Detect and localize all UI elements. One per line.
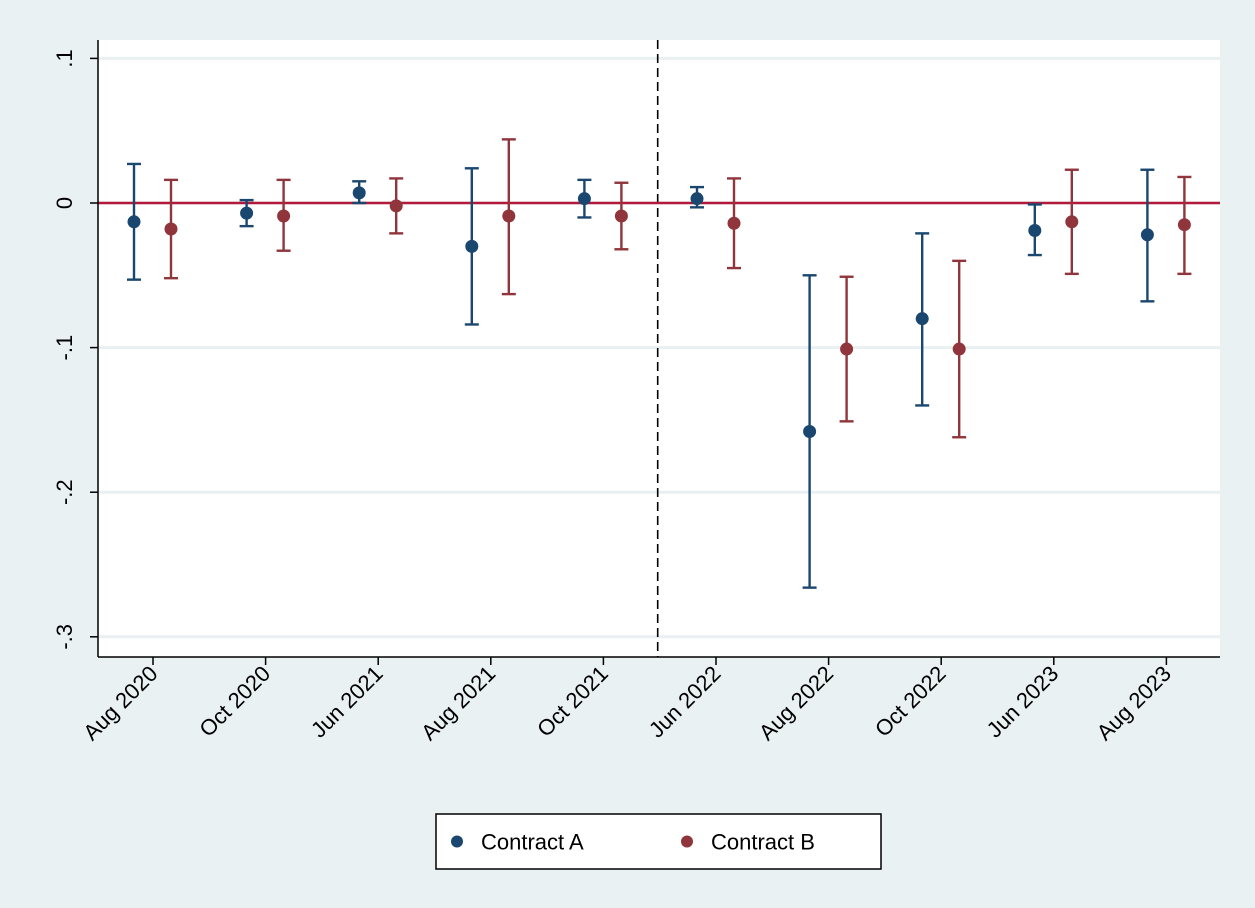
contract-a-mark-5 — [690, 185, 704, 209]
contract-b-mark-2 — [389, 177, 404, 235]
contract-a-point-6 — [803, 424, 817, 438]
contract-a-point-5 — [690, 192, 704, 206]
y-tick-label-3: -.2 — [52, 479, 77, 505]
contract-a-mark-4 — [577, 178, 592, 219]
legend-contract-b-marker — [681, 835, 693, 848]
contract-a-point-1 — [240, 206, 254, 220]
contract-b-mark-6 — [839, 275, 854, 423]
contract-b-point-9 — [1177, 218, 1191, 232]
contract-b-mark-3 — [501, 138, 516, 296]
contract-a-point-8 — [1028, 223, 1042, 237]
contract-a-point-9 — [1140, 228, 1154, 242]
contract-b-point-1 — [277, 209, 291, 223]
contract-a-point-2 — [352, 186, 366, 200]
data-marks — [127, 138, 1192, 589]
contract-a-mark-2 — [352, 180, 367, 205]
contract-a-point-0 — [127, 215, 141, 229]
contract-a-point-3 — [465, 239, 479, 253]
contract-b-point-0 — [164, 222, 178, 236]
legend-contract-a-label: Contract A — [481, 830, 584, 855]
contract-b-point-2 — [389, 199, 403, 213]
contract-b-point-6 — [840, 342, 854, 356]
contract-a-mark-3 — [464, 167, 479, 326]
contract-a-mark-9 — [1140, 168, 1155, 303]
legend: Contract A Contract B — [435, 813, 882, 870]
contract-a-mark-6 — [802, 274, 817, 589]
contract-b-mark-5 — [727, 177, 741, 270]
contract-b-point-4 — [614, 209, 628, 223]
contract-b-mark-9 — [1177, 175, 1192, 276]
contract-b-mark-0 — [164, 178, 178, 280]
y-tick-label-0: .1 — [52, 49, 77, 67]
contract-b-point-5 — [727, 216, 741, 230]
y-tick-label-1: 0 — [52, 197, 77, 209]
contract-a-mark-1 — [239, 198, 254, 228]
contract-b-mark-1 — [276, 178, 291, 252]
contract-b-mark-8 — [1064, 168, 1079, 276]
contract-a-mark-7 — [915, 232, 930, 407]
y-tick-label-4: -.3 — [52, 624, 77, 650]
contract-b-point-7 — [952, 342, 966, 356]
contract-b-mark-7 — [952, 259, 967, 439]
contract-b-point-8 — [1065, 215, 1079, 229]
y-tick-label-2: -.1 — [52, 335, 77, 361]
legend-contract-a-marker — [451, 835, 463, 848]
contract-a-mark-8 — [1027, 203, 1042, 257]
legend-box — [435, 813, 882, 870]
contract-b-point-3 — [502, 209, 516, 223]
contract-b-mark-4 — [614, 181, 629, 251]
contract-a-point-7 — [915, 312, 929, 326]
contract-a-mark-0 — [127, 162, 141, 281]
legend-contract-b-label: Contract B — [711, 830, 815, 855]
contract-a-point-4 — [577, 192, 591, 206]
reference-lines — [98, 40, 1220, 657]
